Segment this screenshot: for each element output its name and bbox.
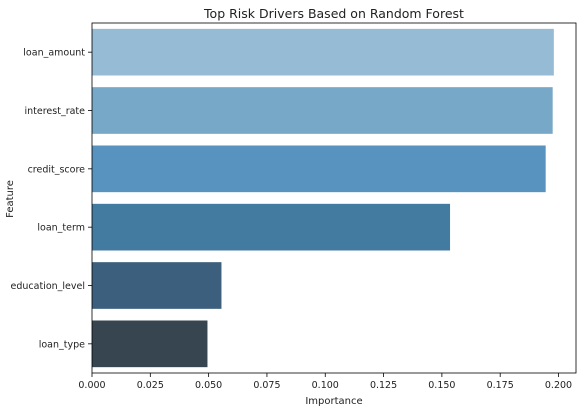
x-tick-label: 0.125	[370, 380, 397, 391]
chart-title: Top Risk Drivers Based on Random Forest	[203, 6, 464, 21]
y-tick-label: education_level	[11, 281, 85, 292]
bar-loan-type	[92, 320, 208, 368]
y-tick-label: loan_term	[37, 223, 85, 234]
bar-loan-amount	[92, 28, 554, 76]
plot-frame	[91, 22, 577, 374]
x-axis-label: Importance	[305, 396, 362, 407]
x-tick-label: 0.100	[312, 380, 339, 391]
y-axis-ticks: loan_amount interest_rate credit_scoreloan…	[11, 48, 92, 350]
y-tick-label: credit_score	[28, 164, 86, 175]
x-tick-label: 0.175	[487, 380, 514, 391]
y-axis-label: Feature	[5, 180, 16, 218]
bars-group	[92, 28, 554, 368]
x-tick-label: 0.025	[137, 380, 164, 391]
x-axis-ticks: 0.000 0.025 0.050 0.075 0.100 0.125 0.150 0.175…	[78, 373, 572, 391]
bar-credit-score	[92, 145, 546, 193]
bar-loan-term	[92, 203, 451, 251]
bar-education-level	[92, 262, 222, 309]
y-tick-label: interest_rate	[25, 106, 86, 117]
x-tick-label: 0.150	[428, 380, 455, 391]
y-tick-label: loan_type	[39, 339, 85, 350]
x-tick-label: 0.050	[195, 380, 222, 391]
bar-interest-rate	[92, 87, 553, 134]
x-tick-label: 0.000	[78, 380, 105, 391]
y-tick-label: loan_amount	[23, 48, 85, 59]
x-tick-label: 0.075	[253, 380, 280, 391]
x-tick-label: 0.200	[545, 380, 572, 391]
